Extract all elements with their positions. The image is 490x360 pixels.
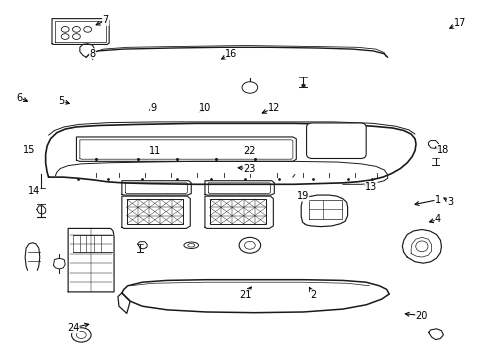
Text: 3: 3	[447, 197, 453, 207]
Circle shape	[76, 331, 86, 338]
Text: 24: 24	[67, 323, 79, 333]
Ellipse shape	[416, 241, 428, 252]
Circle shape	[73, 27, 80, 32]
Text: 7: 7	[102, 15, 109, 26]
Text: 19: 19	[296, 191, 309, 201]
Text: 12: 12	[268, 103, 280, 113]
Text: 18: 18	[437, 144, 449, 154]
Text: 4: 4	[435, 215, 441, 224]
Text: 13: 13	[365, 182, 377, 192]
Circle shape	[84, 27, 92, 32]
Circle shape	[242, 82, 258, 93]
Text: 8: 8	[90, 49, 96, 59]
Circle shape	[61, 27, 69, 32]
Text: 20: 20	[416, 311, 428, 320]
Text: 6: 6	[16, 93, 23, 103]
Circle shape	[245, 241, 255, 249]
Text: 21: 21	[239, 290, 251, 300]
Text: 17: 17	[454, 18, 466, 28]
Text: 5: 5	[59, 96, 65, 106]
Circle shape	[73, 34, 80, 40]
Text: 10: 10	[199, 103, 211, 113]
Text: 23: 23	[244, 163, 256, 174]
FancyBboxPatch shape	[307, 123, 366, 158]
Text: 9: 9	[150, 103, 156, 113]
Text: 2: 2	[310, 290, 317, 300]
Ellipse shape	[188, 243, 195, 247]
Text: 22: 22	[244, 145, 256, 156]
Text: 1: 1	[435, 195, 441, 205]
Bar	[127, 199, 183, 224]
Circle shape	[61, 34, 69, 40]
Text: 15: 15	[23, 144, 35, 154]
Ellipse shape	[184, 242, 198, 248]
Circle shape	[72, 328, 91, 342]
Text: 14: 14	[28, 186, 40, 196]
Circle shape	[239, 237, 261, 253]
Text: 16: 16	[225, 49, 238, 59]
Text: 11: 11	[148, 146, 161, 156]
Bar	[210, 199, 266, 224]
